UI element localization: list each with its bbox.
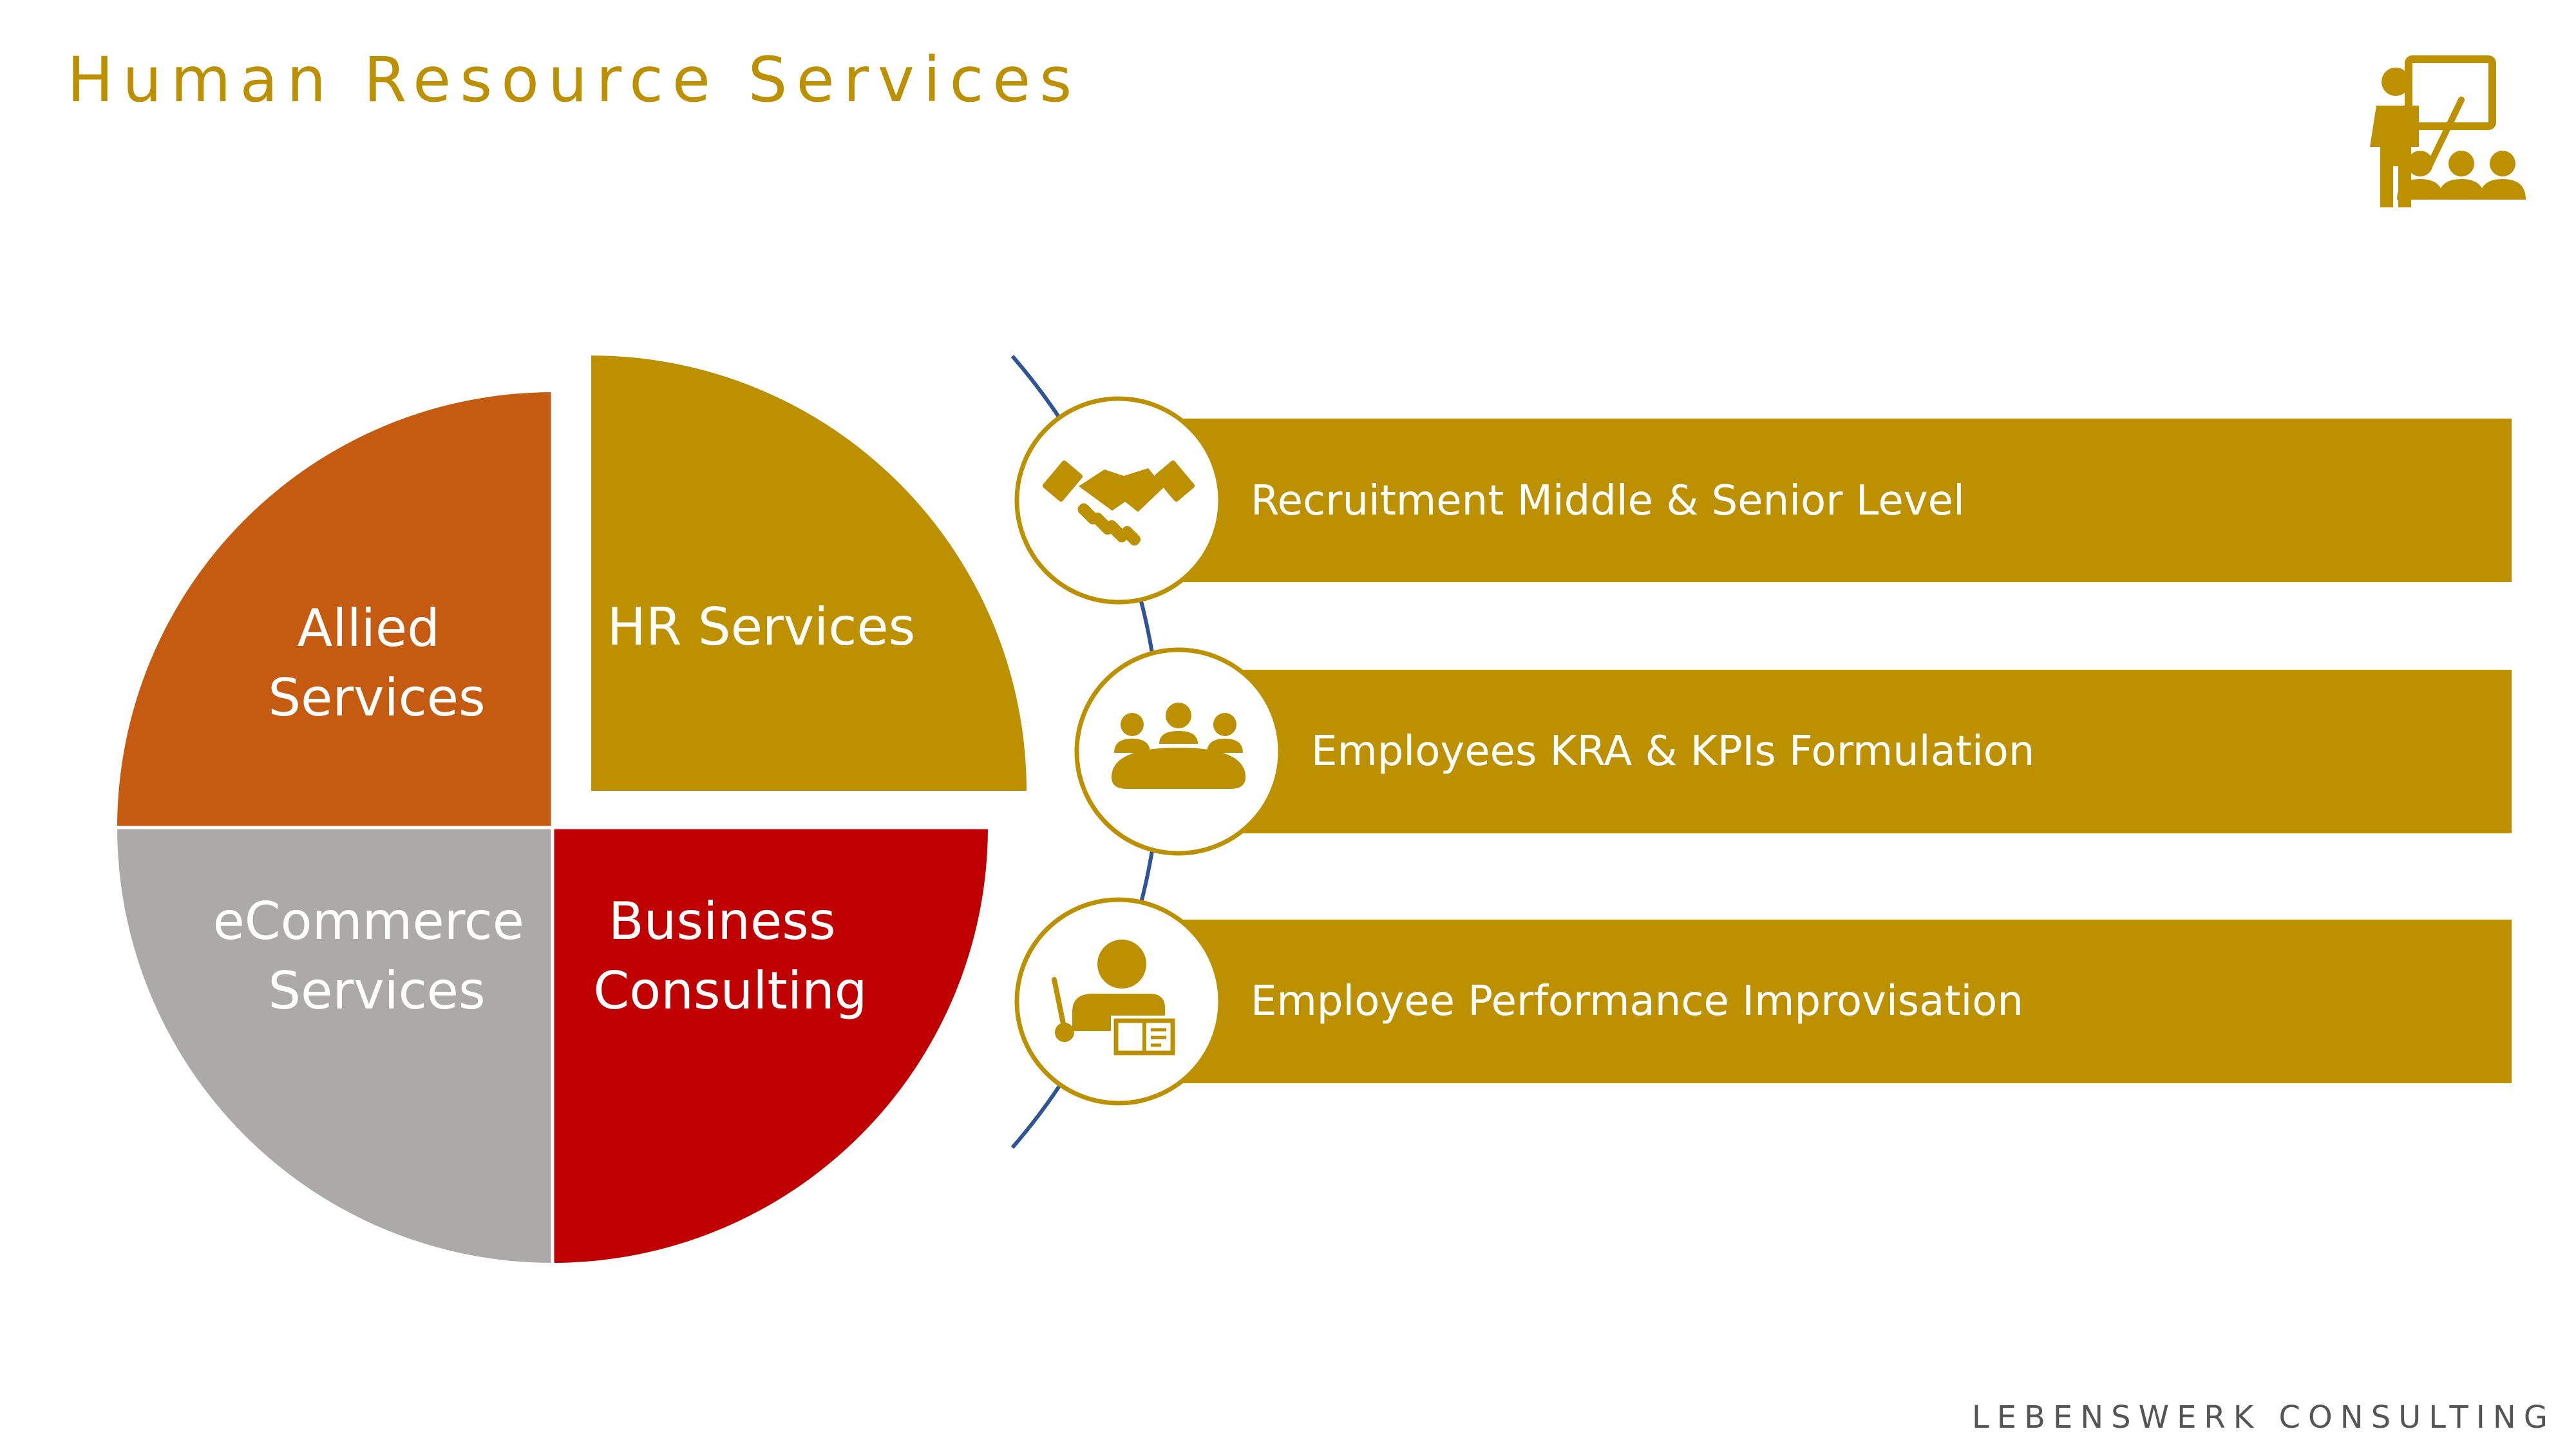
service-label-recruitment: Recruitment Middle & Senior Level xyxy=(1251,477,1965,525)
footer-brand: LEBENSWERK CONSULTING xyxy=(1971,1399,2555,1435)
quadrant-business-label-line1: Business xyxy=(609,891,836,951)
training-icon xyxy=(1052,940,1178,1058)
quadrant-ecommerce-label-line2: Services xyxy=(268,961,485,1021)
quadrant-allied-label-line2: Services xyxy=(268,668,485,728)
quadrant-ecommerce-services xyxy=(117,828,553,1263)
service-bar-recruitment xyxy=(1159,419,2512,582)
quadrant-business-label-line2: Consulting xyxy=(593,961,867,1021)
service-bar-performance xyxy=(1159,920,2512,1083)
quadrant-allied-label: Allied Services xyxy=(268,598,485,728)
team-meeting-icon xyxy=(1112,703,1245,789)
page-title: Human Resource Services xyxy=(67,44,1081,116)
teacher-presentation-icon xyxy=(2370,55,2526,207)
service-bar-kra-kpi xyxy=(1217,670,2512,833)
quadrant-hr-label: HR Services xyxy=(607,597,916,657)
service-label-performance: Employee Performance Improvisation xyxy=(1251,978,2023,1025)
service-label-kra-kpi: Employees KRA & KPIs Formulation xyxy=(1311,728,2034,775)
quadrant-business-consulting xyxy=(553,828,988,1263)
quadrant-allied-services xyxy=(117,392,553,828)
quadrant-allied-label-line1: Allied xyxy=(298,598,440,658)
quadrant-hr-label-line1: HR Services xyxy=(607,597,916,657)
quadrant-business-label: Business Consulting xyxy=(593,891,867,1021)
quadrant-ecommerce-label-line1: eCommerce xyxy=(213,891,524,951)
handshake-icon xyxy=(1042,460,1195,546)
quadrant-ecommerce-label: eCommerce Services xyxy=(213,891,541,1021)
quadrant-hr-services xyxy=(591,355,1027,791)
